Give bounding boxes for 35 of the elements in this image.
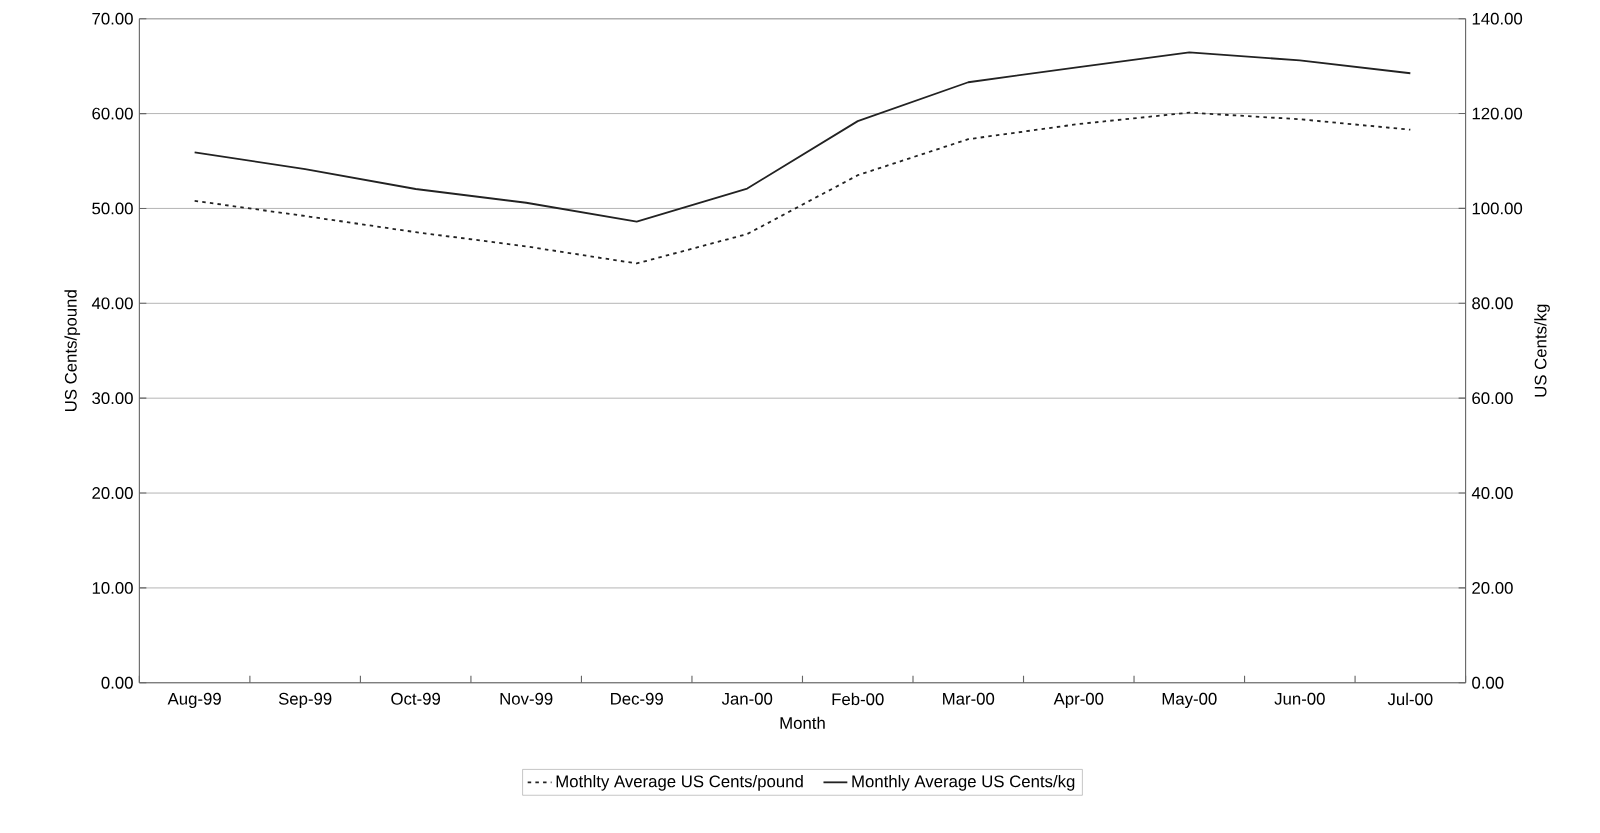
x-tick-label: Feb-00: [832, 692, 884, 706]
x-tick-label: Apr-00: [1053, 692, 1104, 708]
y-tick-label: 40.00: [91, 297, 133, 310]
x-tick-label: Dec-99: [611, 692, 663, 705]
x-axis-title: Month: [780, 716, 825, 729]
y-tick-label: 10.00: [92, 581, 133, 594]
y2-tick-label: 80.00: [1472, 297, 1513, 310]
x-tick-label: Oct-99: [391, 692, 441, 705]
legend-label: Mothlty Average US Cents/pound: [556, 774, 803, 791]
x-tick-label: May-00: [1162, 692, 1217, 708]
y2-tick-label: 0.00: [1472, 676, 1504, 689]
y-tick-label: 20.00: [92, 487, 133, 499]
y2-tick-label: 60.00: [1472, 392, 1513, 405]
y-tick-label: 60.00: [92, 107, 133, 120]
y-tick-label: 50.00: [92, 202, 133, 215]
y2-tick-label: 140.00: [1472, 12, 1523, 25]
y2-tick-label: 120.00: [1472, 107, 1523, 120]
y-axis-title: US Cents/pound: [64, 290, 81, 411]
x-tick-label: Jan-00: [721, 692, 773, 705]
line-series: [193, 111, 1412, 265]
x-tick-label: Aug-99: [167, 692, 221, 708]
y2-tick-label: 100.00: [1472, 202, 1523, 215]
x-tick-label: Jul-00: [1387, 692, 1433, 706]
x-tick-label: Mar-00: [943, 692, 995, 705]
x-tick-label: Sep-99: [278, 692, 332, 708]
x-tick-label: Nov-99: [500, 692, 553, 705]
y2-tick-label: 20.00: [1472, 581, 1513, 594]
legend-label: Monthly Average US Cents/kg: [852, 774, 1075, 791]
y2-axis-title: US Cents/kg: [1534, 304, 1550, 397]
y-tick-label: 0.00: [101, 676, 133, 689]
y2-tick-label: 40.00: [1471, 487, 1513, 499]
x-tick-label: Jun-00: [1274, 692, 1325, 705]
y-tick-label: 30.00: [92, 392, 133, 405]
line-series: [193, 51, 1412, 223]
y-tick-label: 70.00: [92, 12, 133, 25]
